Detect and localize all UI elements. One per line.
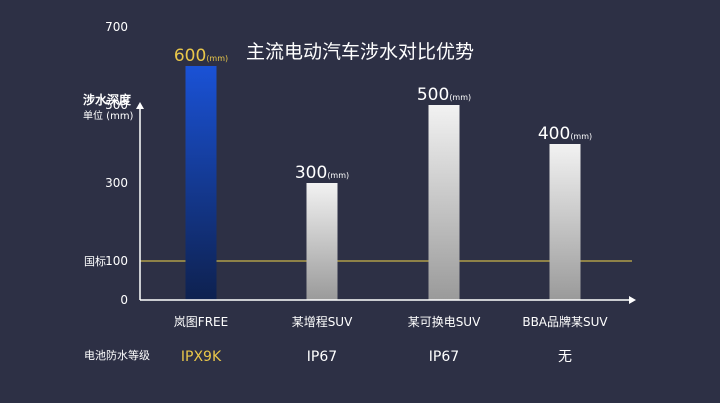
x-axis-arrow [629, 296, 636, 304]
battery-rating-value: IP67 [429, 349, 459, 365]
reference-line-label: 国标 [84, 254, 106, 268]
bar-value-label: 500(mm) [417, 85, 471, 105]
y-axis-unit: 单位 (mm) [83, 109, 134, 122]
chart-title: 主流电动汽车涉水对比优势 [246, 41, 474, 63]
bar-value-label: 300(mm) [295, 163, 349, 183]
battery-rating-value: 无 [558, 349, 572, 365]
bar-value-unit: (mm) [449, 93, 471, 102]
plot-area: 国标600(mm)岚图FREEIPX9K300(mm)某增程SUVIP67500… [84, 20, 636, 365]
y-axis-arrow [136, 102, 144, 109]
x-tick-label: 某可换电SUV [408, 315, 481, 329]
bar-value-label: 400(mm) [538, 124, 592, 144]
y-tick-label: 300 [105, 176, 128, 190]
bar-value-number: 500 [417, 85, 449, 105]
bar-value-number: 600 [174, 46, 206, 66]
bar-value-number: 400 [538, 124, 570, 144]
bar-value-unit: (mm) [206, 54, 228, 63]
bar-value-unit: (mm) [570, 132, 592, 141]
y-tick-label: 0 [120, 293, 128, 307]
bar-value-label: 600(mm) [174, 46, 228, 66]
bar-value-unit: (mm) [327, 171, 349, 180]
bar [428, 105, 460, 300]
bar [549, 144, 581, 300]
bar [185, 66, 217, 300]
battery-rating-value: IPX9K [181, 349, 222, 365]
battery-rating-value: IP67 [307, 349, 337, 365]
y-tick-label: 500 [105, 98, 128, 112]
y-axis-label: 涉水深度 [83, 92, 132, 107]
bar [306, 183, 338, 300]
y-tick-label: 100 [105, 254, 128, 268]
x-tick-label: 岚图FREE [174, 315, 228, 329]
x-tick-label: 某增程SUV [292, 314, 353, 329]
battery-rating-label: 电池防水等级 [84, 348, 150, 362]
bar-value-number: 300 [295, 163, 327, 183]
y-tick-label: 700 [105, 20, 128, 34]
x-tick-label: BBA品牌某SUV [522, 315, 608, 329]
